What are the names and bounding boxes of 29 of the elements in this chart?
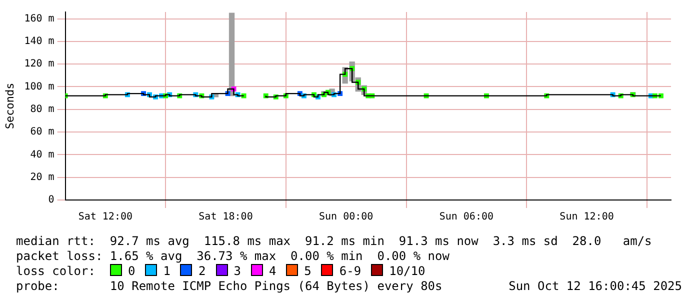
legend-label: 4 [268,264,276,278]
text: median rtt: 92.7 ms avg 115.8 ms max 91.2 ms min 91.3 ms now 3.3 ms sd 28.0 am/s [16,234,653,249]
y-tick-label: 60 m [30,126,54,138]
legend-label: 5 [304,264,312,278]
x-tick-label: Sun 12:00 [560,212,614,223]
legend-label: 2 [198,264,206,278]
y-tick-label: 120 m [24,58,54,70]
legend-label: 3 [234,264,241,278]
bar [228,12,235,96]
legend-label: 6-9 [339,264,362,278]
y-axis-title: Seconds [3,82,16,130]
x-tick-label: Sun 06:00 [439,212,494,223]
y-tick-label: 160 m [24,13,54,24]
legend-title: loss color: [16,264,96,279]
x-tick-label: Sat 12:00 [78,212,133,223]
y-tick-label: 100 m [24,81,54,92]
legend-label: 1 [163,264,170,278]
legend-label: 0 [128,264,136,278]
y-tick-label: 80 m [30,104,54,115]
x-tick-label: Sat 18:00 [198,212,253,223]
text: probe: 10 Remote ICMP Echo Pings (64 Bytes) every 80s [16,279,442,294]
x-tick-label: Sun 00:00 [318,212,374,223]
y-tick-label: 140 m [24,36,54,48]
text: packet loss: 1.65 % avg 36.73 % max 0.00 % min 0.00 % now [16,249,450,264]
legend-label: 10/10 [389,264,426,278]
y-tick-label: 20 m [30,172,54,183]
y-tick-label: 0 [48,194,54,206]
y-tick-label: 40 m [30,149,54,160]
text: Sun Oct 12 16:00:45 2025 [508,279,682,294]
